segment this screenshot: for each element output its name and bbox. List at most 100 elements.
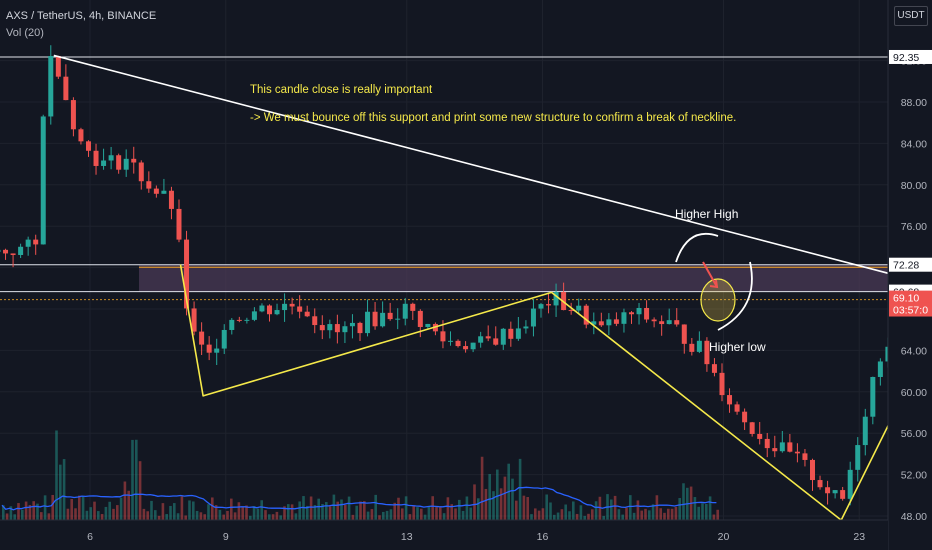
- volume-bar: [522, 495, 526, 520]
- candle: [802, 449, 808, 467]
- candle-body: [742, 411, 748, 423]
- red-arrow-head: [709, 279, 719, 289]
- candle-body: [847, 469, 853, 499]
- candle: [138, 160, 144, 190]
- candle: [719, 363, 725, 402]
- candle-body: [591, 321, 597, 325]
- candle: [236, 316, 242, 323]
- y-tick-label: 56.00: [901, 428, 927, 440]
- volume-bar: [583, 515, 586, 520]
- volume-bar: [66, 508, 70, 520]
- volume-bar: [32, 501, 35, 520]
- y-tick-label: 64.00: [901, 345, 927, 357]
- volume-bar: [678, 498, 681, 520]
- volume-bar: [716, 509, 719, 520]
- volume-ma-line: [1, 486, 717, 511]
- volume-bar: [5, 513, 9, 520]
- candle: [832, 489, 838, 499]
- candle-body: [689, 343, 695, 352]
- volume-bar: [382, 511, 385, 520]
- price-axis-bg: [888, 0, 932, 550]
- volume-bar: [131, 439, 134, 520]
- volume-bar: [378, 515, 381, 520]
- candle-body: [711, 364, 717, 373]
- volume-bar: [188, 500, 191, 520]
- volume-bar: [515, 500, 518, 520]
- candle: [870, 376, 876, 425]
- candle-body: [749, 422, 755, 434]
- volume-bar: [104, 506, 108, 520]
- volume-bar: [534, 508, 537, 520]
- candle-body: [236, 319, 242, 321]
- candle-body: [146, 181, 152, 189]
- volume-bar: [397, 497, 400, 520]
- candle: [659, 315, 665, 336]
- volume-bar: [271, 514, 275, 520]
- volume-bar: [530, 514, 533, 520]
- volume-bar: [423, 514, 427, 520]
- candle-body: [734, 404, 740, 412]
- volume-bar: [218, 509, 222, 520]
- candle-body: [349, 322, 355, 327]
- candle: [101, 148, 107, 170]
- volume-bar: [579, 505, 583, 520]
- candle-body: [621, 312, 627, 324]
- candle-body: [33, 239, 39, 245]
- candle-body: [508, 328, 514, 339]
- candle-body: [18, 246, 24, 256]
- candle-body: [70, 100, 76, 130]
- volume-bar: [230, 498, 233, 520]
- candle-body: [817, 480, 823, 488]
- candle: [131, 146, 137, 174]
- volume-bar: [62, 459, 66, 520]
- candle: [689, 338, 695, 356]
- candle: [3, 248, 9, 260]
- candle: [598, 312, 604, 327]
- candle-body: [365, 311, 371, 334]
- candle-body: [787, 442, 793, 452]
- candle: [372, 301, 378, 330]
- time-axis-bg: [0, 520, 888, 550]
- volume-bar: [450, 504, 453, 520]
- candle-body: [327, 324, 333, 331]
- candle: [447, 331, 453, 346]
- candle: [530, 299, 536, 337]
- candle-body: [304, 311, 310, 317]
- candle: [18, 243, 24, 258]
- volume-bar: [446, 497, 450, 520]
- candle: [289, 297, 295, 315]
- volume-bar: [306, 505, 309, 520]
- candle-body: [840, 490, 846, 499]
- volume-bar: [602, 515, 605, 520]
- candle: [251, 307, 257, 322]
- currency-badge[interactable]: USDT: [894, 6, 928, 26]
- candle: [33, 234, 39, 255]
- volume-bar: [659, 508, 662, 520]
- candle: [742, 408, 748, 430]
- candle-body: [568, 310, 574, 312]
- candle: [78, 127, 84, 145]
- candle-body: [757, 433, 763, 439]
- volume-bar: [123, 481, 127, 520]
- volume-bar: [332, 494, 336, 520]
- volume-bar: [359, 501, 362, 520]
- candle-body: [809, 459, 815, 481]
- volume-bar: [454, 508, 457, 520]
- volume-bar: [241, 507, 244, 520]
- candle-body: [229, 319, 235, 330]
- candle-body: [523, 326, 529, 329]
- volume-bar: [135, 439, 138, 520]
- candle-body: [93, 150, 99, 166]
- candle-body: [719, 372, 725, 396]
- pattern-path: [179, 264, 932, 521]
- candle-body: [855, 445, 861, 470]
- candle: [764, 433, 770, 458]
- volume-bar: [629, 495, 632, 520]
- candle: [825, 480, 831, 505]
- x-tick-label: 16: [537, 531, 549, 543]
- volume-bar: [256, 508, 260, 520]
- candle: [55, 55, 61, 79]
- volume-bar: [363, 501, 366, 520]
- volume-bar: [401, 508, 404, 520]
